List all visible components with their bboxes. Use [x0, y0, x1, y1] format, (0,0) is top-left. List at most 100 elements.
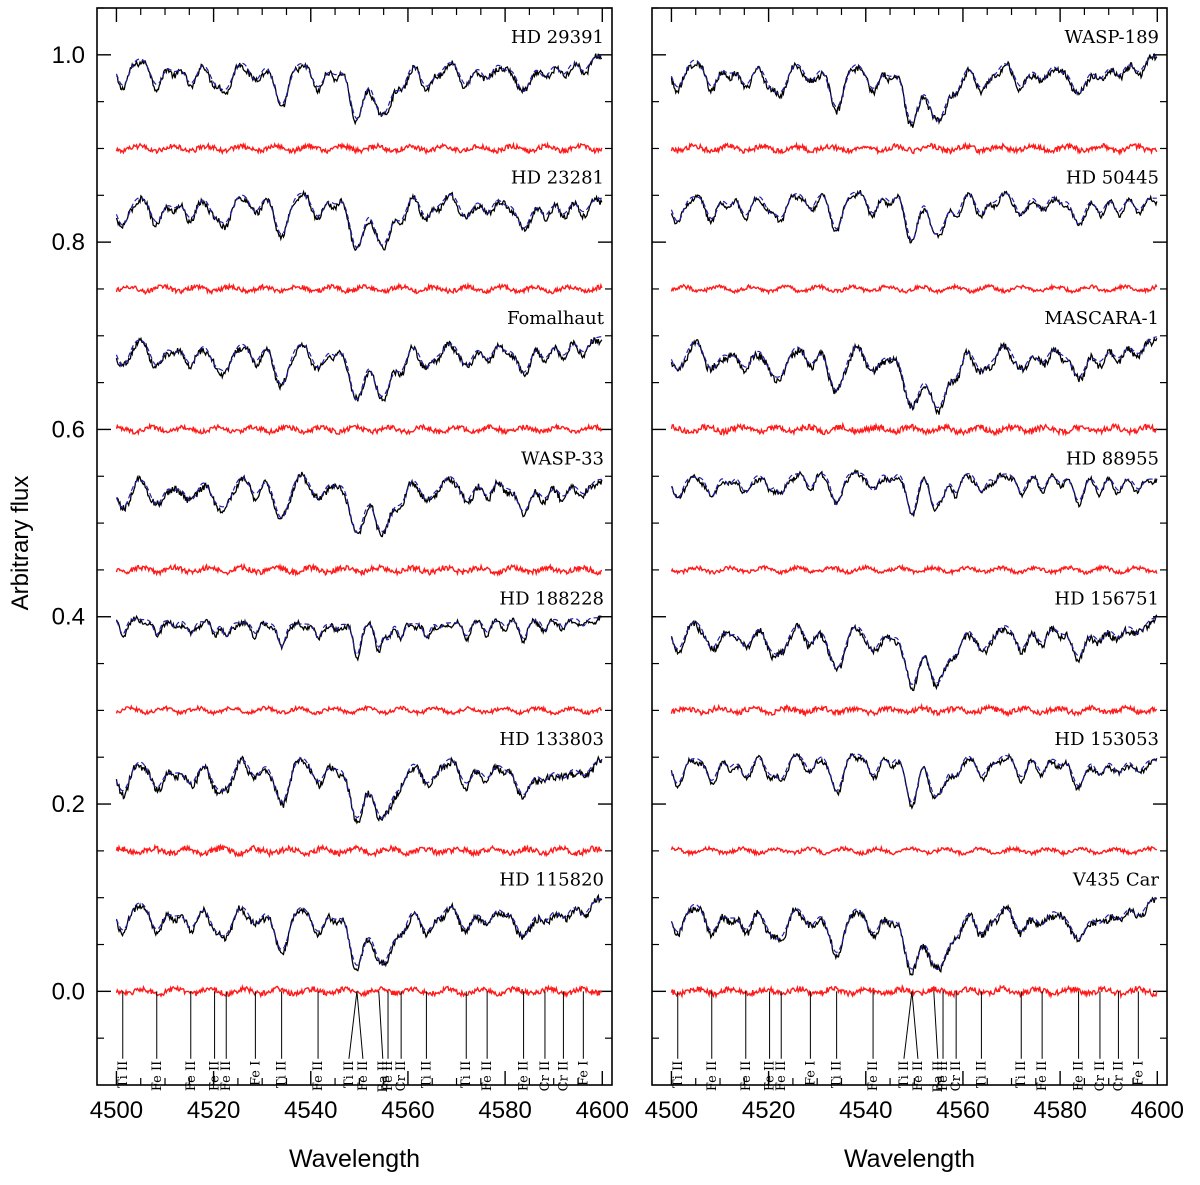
- model-spectrum-line: [115, 474, 602, 534]
- plot-frame: [96, 7, 613, 1086]
- line-id-label: Fe II: [184, 1061, 199, 1091]
- line-id-label: Fe II: [1035, 1061, 1050, 1091]
- model-spectrum-line: [670, 898, 1157, 971]
- star-label: MASCARA-1: [1044, 308, 1159, 329]
- star-label: HD 156751: [1054, 589, 1159, 610]
- residual-line: [115, 704, 602, 717]
- line-id-marker: [378, 991, 384, 1059]
- star-label: HD 153053: [1054, 729, 1159, 750]
- x-tick-label: 4580: [1033, 1097, 1086, 1124]
- line-id-label: Fe I: [248, 1061, 263, 1086]
- x-tick-label: 4540: [839, 1097, 892, 1124]
- line-id-label: Fe II: [219, 1061, 234, 1091]
- model-spectrum-line: [115, 192, 602, 249]
- model-spectrum-line: [670, 753, 1157, 804]
- y-tick-label: 0.2: [52, 791, 85, 818]
- residual-line: [670, 141, 1158, 156]
- line-id-label: Fe II: [311, 1061, 326, 1091]
- line-id-label: Ti II: [974, 1061, 989, 1088]
- star-label: HD 29391: [511, 27, 604, 48]
- line-id-label: Fe I: [576, 1061, 591, 1086]
- observed-spectrum-line: [115, 893, 603, 972]
- star-label: HD 115820: [499, 870, 604, 891]
- line-id-label: Ti II: [459, 1061, 474, 1088]
- line-id-label: Fe II: [911, 1061, 926, 1091]
- model-spectrum-line: [115, 55, 602, 120]
- x-axis-label: Wavelength: [289, 1145, 420, 1173]
- star-label: WASP-33: [521, 448, 604, 469]
- residual-line: [115, 984, 603, 999]
- line-id-label: Ti II: [671, 1061, 686, 1088]
- line-id-label: Ti II: [419, 1061, 434, 1088]
- x-tick-label: 4580: [478, 1097, 531, 1124]
- line-id-label: Cr II: [394, 1061, 409, 1092]
- residual-line: [115, 843, 603, 859]
- model-spectrum-line: [115, 898, 602, 966]
- residual-line: [115, 422, 603, 436]
- star-label: HD 23281: [511, 167, 604, 188]
- line-id-label: Ti II: [830, 1061, 845, 1088]
- x-tick-label: 4500: [645, 1097, 698, 1124]
- line-id-label: Ti II: [342, 1061, 357, 1088]
- observed-spectrum-line: [115, 336, 603, 403]
- line-id-label: Cr II: [556, 1061, 571, 1092]
- line-id-label: Fe II: [381, 1061, 396, 1091]
- line-id-label: Fe I: [803, 1061, 818, 1086]
- star-label: HD 88955: [1066, 448, 1159, 469]
- residual-line: [670, 702, 1158, 718]
- line-id-label: Cr II: [538, 1061, 553, 1092]
- observed-spectrum-line: [671, 468, 1158, 518]
- residual-line: [670, 844, 1158, 858]
- model-spectrum-line: [670, 617, 1157, 685]
- panel-2: 4500 4520 4540 4560 4580 4600 Wavelength WASP-1…: [645, 7, 1184, 1173]
- line-id-label: Fe II: [208, 1061, 223, 1091]
- x-tick-label: 4560: [381, 1097, 434, 1124]
- line-id-label: Fe II: [866, 1061, 881, 1091]
- observed-spectrum-line: [670, 336, 1158, 416]
- y-tick-label: 0.8: [52, 229, 85, 256]
- line-id-marker: [903, 991, 913, 1059]
- residual-line: [115, 562, 603, 577]
- observed-spectrum-line: [115, 614, 603, 662]
- residual-line: [115, 141, 603, 156]
- x-tick-label: 4520: [742, 1097, 795, 1124]
- line-id-label: Fe II: [356, 1061, 371, 1091]
- x-tick-label: 4520: [187, 1097, 240, 1124]
- line-id-label: Fe II: [480, 1061, 495, 1091]
- residual-line: [670, 282, 1158, 296]
- model-spectrum-line: [115, 757, 602, 819]
- line-id-label: Ti II: [897, 1061, 912, 1088]
- x-tick-label: 4600: [1131, 1097, 1184, 1124]
- model-spectrum-line: [115, 616, 602, 656]
- star-label: HD 50445: [1066, 167, 1159, 188]
- x-axis-label: Wavelength: [844, 1145, 975, 1173]
- line-id-label: Ti II: [1014, 1061, 1029, 1088]
- y-axis-label: Arbitrary flux: [7, 476, 34, 611]
- y-tick-label: 0.0: [52, 978, 85, 1005]
- observed-spectrum-line: [670, 896, 1158, 976]
- line-id-label: Fe II: [739, 1061, 754, 1091]
- observed-spectrum-line: [115, 189, 603, 252]
- model-spectrum-line: [670, 191, 1157, 242]
- observed-spectrum-line: [670, 752, 1158, 810]
- star-label: Fomalhaut: [507, 308, 605, 329]
- star-label: HD 133803: [499, 729, 604, 750]
- residual-line: [670, 421, 1158, 437]
- line-id-label: Fe II: [1072, 1061, 1087, 1091]
- line-id-marker: [911, 991, 919, 1059]
- line-id-label: Fe I: [1131, 1061, 1146, 1086]
- model-spectrum-line: [670, 472, 1157, 515]
- line-id-label: Fe II: [150, 1061, 165, 1091]
- plot-frame: [651, 7, 1168, 1086]
- residual-line: [670, 563, 1158, 577]
- line-id-label: Fe II: [517, 1061, 532, 1091]
- observed-spectrum-line: [670, 614, 1158, 692]
- residual-line: [115, 281, 603, 296]
- line-id-label: Ba II: [376, 1061, 391, 1093]
- x-tick-label: 4600: [576, 1097, 629, 1124]
- star-label: WASP-189: [1065, 27, 1160, 48]
- x-tick-label: 4540: [284, 1097, 337, 1124]
- residual-line: [670, 983, 1158, 1000]
- y-tick-label: 0.4: [52, 604, 85, 631]
- star-label: V435 Car: [1072, 870, 1160, 891]
